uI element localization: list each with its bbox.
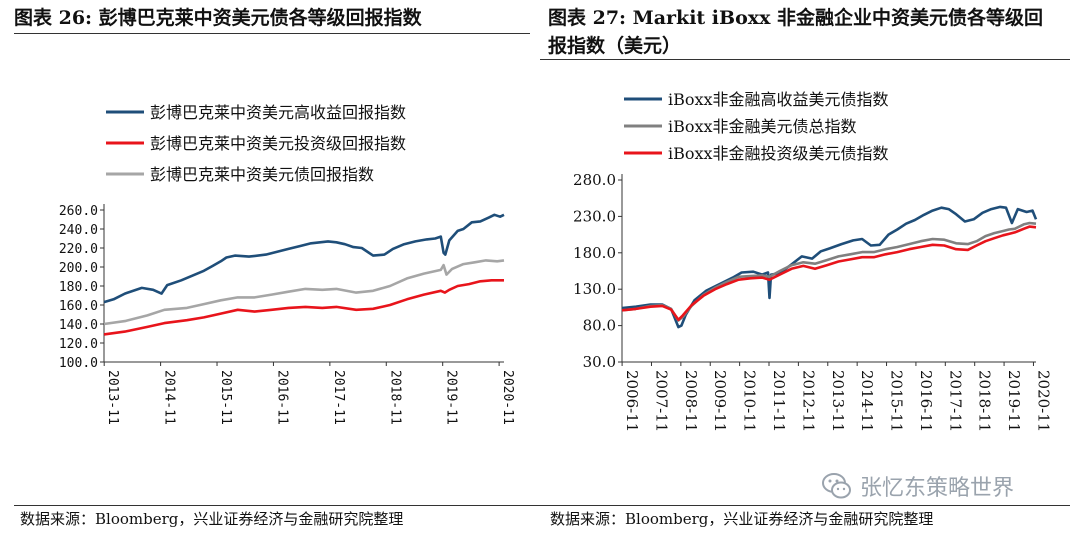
chart-bloomberg-barclays-indices: 彭博巴克莱中资美元高收益回报指数彭博巴克莱中资美元投资级回报指数彭博巴克莱中资美… — [59, 103, 515, 425]
x-tick-label: 2008-11 — [682, 370, 700, 432]
x-tick-label: 2011-11 — [770, 370, 788, 432]
y-tick-label: 220.0 — [59, 242, 98, 257]
watermark-text: 张忆东策略世界 — [860, 476, 1015, 501]
wechat-icon — [822, 473, 851, 499]
x-tick-label: 2018-11 — [976, 370, 994, 432]
series-line-2 — [621, 221, 1037, 322]
legend-label: iBoxx非金融美元债总指数 — [668, 117, 857, 136]
chart-markit-iboxx-indices: iBoxx非金融高收益美元债指数 iBoxx非金融美元债总指数 iBoxx非金融投资… — [573, 90, 1052, 432]
x-tick-label: 2019-11 — [444, 370, 459, 425]
x-tick-label: 2014-11 — [162, 370, 177, 425]
series-line-3 — [621, 225, 1037, 322]
x-tick-label: 2014-11 — [858, 370, 876, 432]
y-tick-label: 100.0 — [59, 356, 98, 371]
y-tick-label: 180.0 — [59, 280, 98, 295]
x-tick-label: 2009-11 — [711, 370, 729, 432]
y-tick-label: 230.0 — [573, 207, 616, 225]
x-tick-label: 2016-11 — [274, 370, 289, 425]
figure-26-title: 图表 26: 彭博巴克莱中资美元债各等级回报指数 — [14, 7, 422, 29]
y-tick-label: 260.0 — [59, 204, 98, 219]
y-tick-label: 30.0 — [583, 353, 616, 371]
y-tick-label: 140.0 — [59, 318, 98, 333]
y-tick-label: 80.0 — [583, 317, 616, 335]
source-note-right: 数据来源：Bloomberg，兴业证券经济与金融研究院整理 — [550, 510, 934, 528]
x-tick-label: 2013-11 — [829, 370, 847, 432]
x-tick-label: 2018-11 — [387, 370, 402, 425]
source-divider — [14, 505, 1070, 506]
x-tick-label: 2015-11 — [218, 370, 233, 425]
x-tick-label: 2020-11 — [500, 370, 515, 425]
y-tick-label: 180.0 — [573, 244, 616, 262]
figure-27-title: 图表 27: Markit iBoxx 非金融企业中资美元债各等级回报指数（美元… — [548, 7, 1044, 57]
source-note-left: 数据来源：Bloomberg，兴业证券经济与金融研究院整理 — [20, 510, 404, 528]
y-tick-label: 240.0 — [59, 223, 98, 238]
title-underline-left — [14, 33, 530, 34]
legend-label: iBoxx非金融高收益美元债指数 — [668, 90, 889, 109]
y-tick-label: 120.0 — [59, 337, 98, 352]
legend-label: iBoxx非金融投资级美元债指数 — [668, 144, 889, 163]
x-tick-label: 2013-11 — [105, 370, 120, 425]
series-line-3 — [103, 259, 505, 326]
legend-label: 彭博巴克莱中资美元高收益回报指数 — [150, 103, 406, 122]
x-tick-label: 2016-11 — [917, 370, 935, 432]
x-tick-label: 2017-11 — [331, 370, 346, 425]
x-tick-label: 2007-11 — [652, 370, 670, 432]
legend-label: 彭博巴克莱中资美元投资级回报指数 — [150, 134, 406, 153]
y-tick-label: 200.0 — [59, 261, 98, 276]
legend-label: 彭博巴克莱中资美元债回报指数 — [150, 165, 374, 184]
y-tick-label: 280.0 — [573, 171, 616, 189]
x-tick-label: 2019-11 — [1005, 370, 1023, 432]
y-tick-label: 160.0 — [59, 299, 98, 314]
x-tick-label: 2006-11 — [623, 370, 641, 432]
y-tick-label: 130.0 — [573, 280, 616, 298]
title-underline-right — [540, 59, 1070, 60]
x-tick-label: 2012-11 — [799, 370, 817, 432]
x-tick-label: 2015-11 — [888, 370, 906, 432]
series-line-1 — [621, 205, 1038, 329]
x-tick-label: 2017-11 — [946, 370, 964, 432]
x-tick-label: 2010-11 — [741, 370, 759, 432]
watermark: 张忆东策略世界 — [820, 468, 1014, 504]
x-tick-label: 2020-11 — [1034, 370, 1052, 432]
series-line-1 — [103, 213, 505, 304]
series-line-2 — [103, 279, 504, 336]
